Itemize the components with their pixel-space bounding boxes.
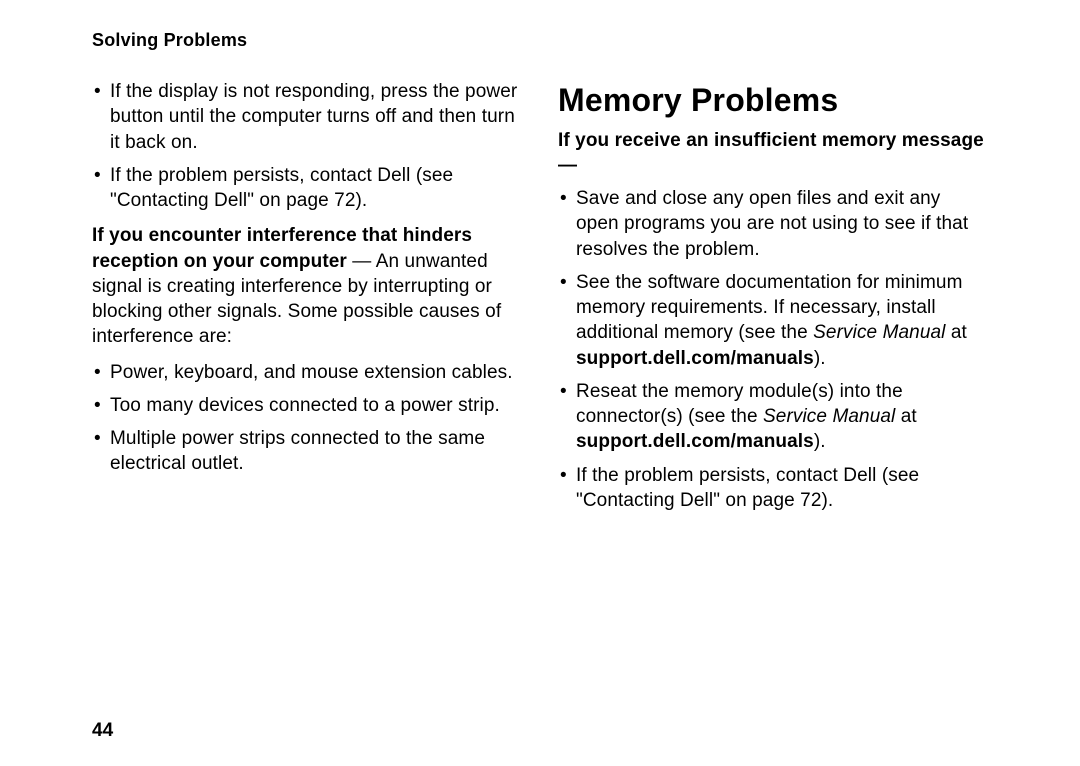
right-column: Memory Problems If you receive an insuff… — [558, 79, 988, 523]
text: ). — [814, 348, 826, 369]
page: Solving Problems If the display is not r… — [0, 0, 1080, 766]
text: ). — [814, 431, 826, 452]
list-item: Multiple power strips connected to the s… — [92, 426, 522, 477]
list-item: If the problem persists, contact Dell (s… — [92, 163, 522, 214]
list-item: If the problem persists, contact Dell (s… — [558, 463, 988, 514]
list-item: Power, keyboard, and mouse extension cab… — [92, 360, 522, 385]
bullet-list-bottom: Power, keyboard, and mouse extension cab… — [92, 360, 522, 477]
list-item: See the software documentation for minim… — [558, 270, 988, 371]
running-head: Solving Problems — [92, 30, 988, 51]
list-item: If the display is not responding, press … — [92, 79, 522, 155]
bullet-list-top: If the display is not responding, press … — [92, 79, 522, 213]
page-number: 44 — [92, 720, 113, 742]
interference-paragraph: If you encounter interference that hinde… — [92, 223, 522, 349]
list-item: Reseat the memory module(s) into the con… — [558, 379, 988, 455]
list-item: Save and close any open files and exit a… — [558, 186, 988, 262]
support-url: support.dell.com/manuals — [576, 431, 814, 452]
section-title: Memory Problems — [558, 79, 988, 122]
memory-bullet-list: Save and close any open files and exit a… — [558, 186, 988, 513]
list-item: Too many devices connected to a power st… — [92, 393, 522, 418]
section-subhead: If you receive an insufficient memory me… — [558, 128, 988, 179]
support-url: support.dell.com/manuals — [576, 348, 814, 369]
content-columns: If the display is not responding, press … — [92, 79, 988, 523]
service-manual-ref: Service Manual — [813, 322, 945, 343]
text: at — [946, 322, 967, 343]
service-manual-ref: Service Manual — [763, 406, 895, 427]
text: at — [895, 406, 916, 427]
left-column: If the display is not responding, press … — [92, 79, 522, 523]
